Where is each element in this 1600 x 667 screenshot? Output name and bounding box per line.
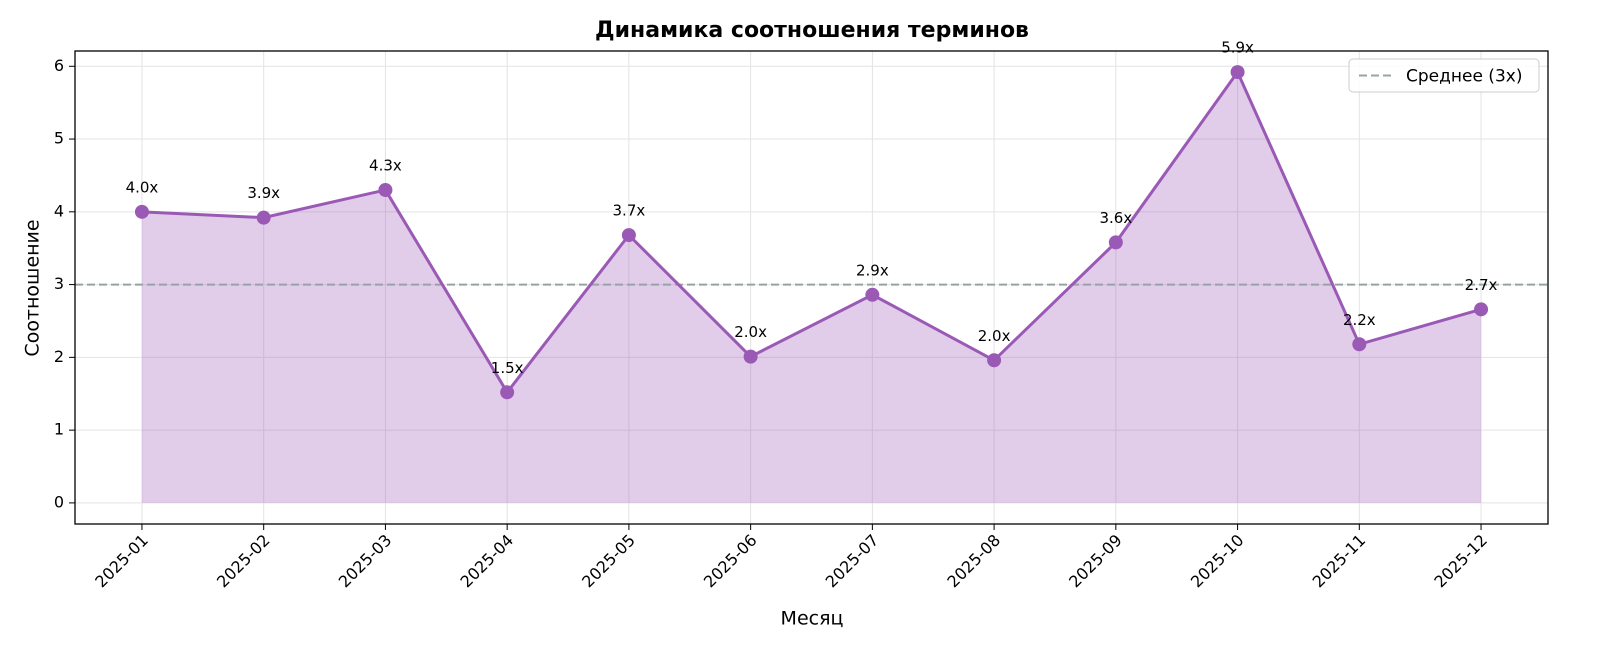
y-tick-label: 2 — [54, 347, 64, 366]
chart-title: Динамика соотношения терминов — [595, 18, 1029, 43]
y-tick-label: 6 — [54, 56, 64, 75]
x-tick-label: 2025-10 — [1187, 531, 1248, 592]
x-tick-label: 2025-09 — [1065, 531, 1126, 592]
x-tick-label: 2025-07 — [822, 531, 883, 592]
y-tick-label: 0 — [54, 492, 64, 511]
point — [1230, 65, 1245, 80]
value-label: 4.3x — [369, 156, 402, 174]
legend-label: Среднее (3x) — [1406, 67, 1522, 87]
x-tick-label: 2025-06 — [700, 531, 761, 592]
value-label: 3.6x — [1099, 209, 1132, 227]
point — [621, 228, 636, 243]
x-tick-label: 2025-11 — [1309, 531, 1370, 592]
point — [134, 204, 149, 219]
x-tick-label: 2025-01 — [91, 531, 152, 592]
x-tick-label: 2025-04 — [456, 531, 517, 592]
value-label: 4.0x — [126, 178, 159, 196]
value-label: 2.7x — [1465, 276, 1498, 294]
point — [1474, 302, 1489, 317]
point — [500, 385, 515, 400]
x-tick-label: 2025-08 — [943, 531, 1004, 592]
y-axis-label: Соотношение — [22, 219, 44, 356]
point — [256, 210, 271, 225]
axes-frame — [74, 50, 1549, 525]
value-label: 2.2x — [1343, 311, 1376, 329]
value-label: 5.9x — [1221, 39, 1254, 57]
y-tick-label: 4 — [54, 201, 64, 220]
value-label: 2.9x — [856, 261, 889, 279]
x-tick-label: 2025-03 — [335, 531, 396, 592]
point — [378, 182, 393, 197]
point — [987, 353, 1002, 368]
y-tick-label: 1 — [54, 420, 64, 439]
value-label: 2.0x — [978, 327, 1011, 345]
point — [1352, 337, 1367, 352]
point — [743, 349, 758, 364]
value-label: 1.5x — [491, 359, 524, 377]
area — [141, 72, 1482, 503]
value-label: 3.9x — [247, 184, 280, 202]
y-tick-label: 5 — [54, 129, 64, 148]
x-tick-label: 2025-02 — [213, 531, 274, 592]
line — [141, 69, 1482, 395]
value-label: 3.7x — [613, 202, 646, 220]
y-tick-label: 3 — [54, 274, 64, 293]
point — [865, 287, 880, 302]
x-tick-label: 2025-12 — [1430, 531, 1491, 592]
point — [1108, 235, 1123, 250]
legend-box — [1348, 58, 1540, 93]
x-axis-label: Месяц — [781, 608, 844, 630]
value-label: 2.0x — [734, 323, 767, 341]
x-tick-label: 2025-05 — [578, 531, 639, 592]
